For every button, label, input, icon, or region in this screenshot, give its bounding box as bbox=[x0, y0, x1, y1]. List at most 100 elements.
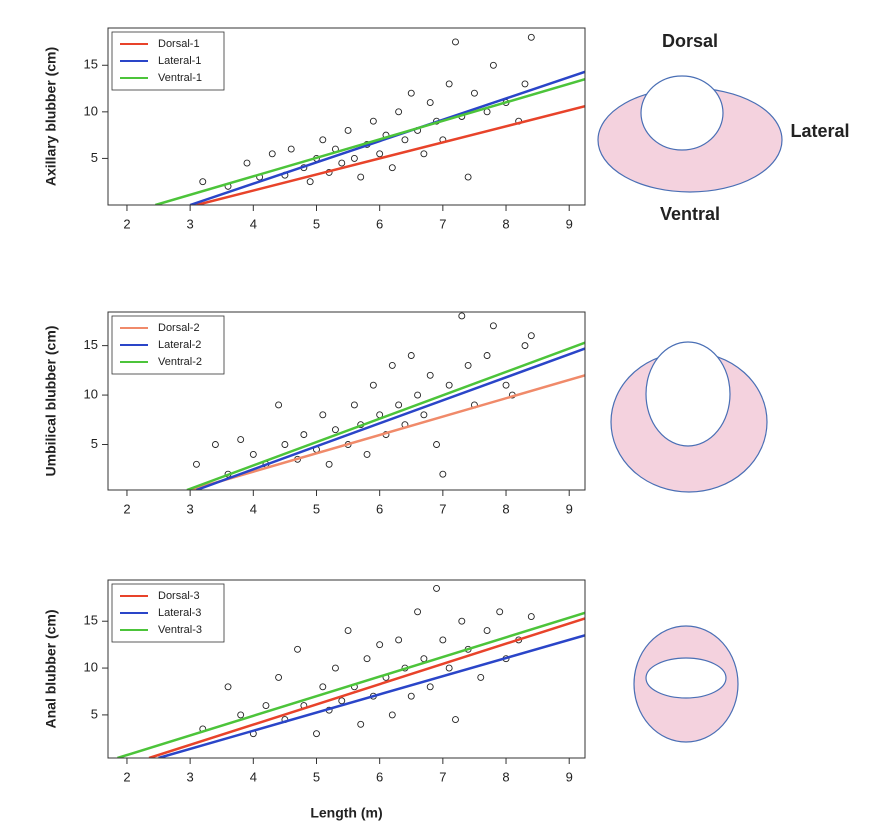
ventral-label: Ventral bbox=[660, 204, 720, 224]
point bbox=[414, 608, 422, 616]
legend-label: Ventral-3 bbox=[158, 624, 202, 636]
point bbox=[388, 164, 396, 172]
point bbox=[464, 361, 472, 369]
x-tick-label: 4 bbox=[250, 501, 257, 516]
x-tick-label: 3 bbox=[187, 769, 194, 784]
point bbox=[489, 61, 497, 69]
legend-label: Lateral-2 bbox=[158, 339, 201, 351]
point bbox=[483, 627, 491, 635]
diagram-1: Dorsal Lateral Ventral bbox=[597, 31, 850, 224]
point bbox=[483, 352, 491, 359]
point bbox=[306, 178, 314, 186]
plot-frame bbox=[107, 579, 586, 759]
x-tick-label: 6 bbox=[376, 216, 383, 231]
point bbox=[426, 683, 434, 691]
regression-line bbox=[148, 617, 585, 758]
point bbox=[357, 720, 365, 728]
point bbox=[376, 150, 384, 158]
point bbox=[262, 702, 270, 709]
point bbox=[331, 664, 339, 672]
point bbox=[369, 117, 377, 125]
y-tick-label: 15 bbox=[84, 337, 98, 352]
point bbox=[325, 460, 333, 468]
point bbox=[199, 178, 207, 186]
point bbox=[401, 136, 409, 144]
point bbox=[395, 636, 403, 644]
regression-line bbox=[155, 78, 585, 205]
point bbox=[426, 99, 434, 106]
y-tick-label: 15 bbox=[84, 613, 98, 628]
point bbox=[420, 411, 428, 419]
y-tick-label: 5 bbox=[91, 706, 98, 721]
dorsal-label: Dorsal bbox=[662, 31, 718, 51]
plot-frame bbox=[107, 311, 586, 491]
body-cavity bbox=[645, 341, 731, 447]
point bbox=[452, 38, 459, 46]
x-tick-label: 3 bbox=[187, 216, 194, 231]
x-tick-label: 6 bbox=[376, 769, 383, 784]
regression-line bbox=[189, 70, 585, 205]
x-tick-label: 5 bbox=[313, 501, 320, 516]
regression-line bbox=[196, 347, 585, 490]
legend-label: Lateral-1 bbox=[158, 55, 201, 67]
point bbox=[439, 470, 447, 478]
point bbox=[287, 145, 295, 153]
point bbox=[275, 401, 283, 409]
x-tick-label: 5 bbox=[313, 216, 320, 231]
point bbox=[395, 108, 403, 116]
x-tick-label: 2 bbox=[123, 769, 130, 784]
x-tick-label: 2 bbox=[123, 216, 130, 231]
regression-line bbox=[196, 105, 585, 205]
point bbox=[313, 730, 320, 738]
point bbox=[464, 173, 472, 181]
diagram-2 bbox=[610, 341, 768, 493]
point bbox=[414, 391, 422, 399]
y-tick-label: 10 bbox=[84, 660, 98, 675]
panel: 2 3 4 5 6 7 8 9 5 10 15 Dorsal-1 Lateral-1 Ventral-1 A… bbox=[43, 27, 586, 231]
panel: 2 3 4 5 6 7 8 9 5 10 15 Dorsal-3 Lateral-3 Ventral-3 A… bbox=[43, 579, 586, 821]
point bbox=[319, 136, 327, 144]
point bbox=[420, 150, 428, 158]
point bbox=[470, 89, 478, 97]
x-axis-label: Length (m) bbox=[310, 805, 382, 821]
point bbox=[319, 411, 327, 419]
y-tick-label: 15 bbox=[84, 57, 98, 72]
legend-label: Dorsal-3 bbox=[158, 590, 200, 602]
x-tick-label: 7 bbox=[439, 216, 446, 231]
point bbox=[395, 401, 403, 409]
x-tick-label: 9 bbox=[566, 216, 573, 231]
point bbox=[445, 381, 453, 389]
point bbox=[527, 332, 535, 340]
regression-line bbox=[186, 341, 585, 490]
y-tick-label: 5 bbox=[91, 436, 98, 451]
y-tick-label: 10 bbox=[84, 103, 98, 118]
point bbox=[477, 673, 485, 681]
x-tick-label: 5 bbox=[313, 769, 320, 784]
x-tick-label: 3 bbox=[187, 501, 194, 516]
point bbox=[350, 401, 358, 409]
x-tick-label: 8 bbox=[502, 769, 509, 784]
point bbox=[388, 361, 396, 369]
y-axis-label: Umbilical blubber (cm) bbox=[43, 326, 59, 477]
point bbox=[237, 436, 245, 444]
point bbox=[249, 450, 257, 458]
diagram-3 bbox=[633, 625, 739, 743]
point bbox=[294, 645, 301, 653]
point bbox=[193, 460, 200, 468]
point bbox=[458, 312, 466, 320]
point bbox=[281, 441, 289, 448]
x-tick-label: 6 bbox=[376, 501, 383, 516]
point bbox=[496, 608, 504, 616]
point bbox=[338, 159, 346, 167]
point bbox=[319, 683, 327, 691]
legend-label: Dorsal-1 bbox=[158, 38, 200, 50]
body-cavity bbox=[645, 657, 727, 699]
point bbox=[243, 159, 251, 167]
point bbox=[344, 627, 352, 635]
point bbox=[458, 617, 466, 625]
legend-label: Dorsal-2 bbox=[158, 322, 200, 334]
x-tick-label: 8 bbox=[502, 501, 509, 516]
point bbox=[502, 381, 510, 389]
point bbox=[433, 584, 440, 592]
x-tick-label: 4 bbox=[250, 216, 257, 231]
